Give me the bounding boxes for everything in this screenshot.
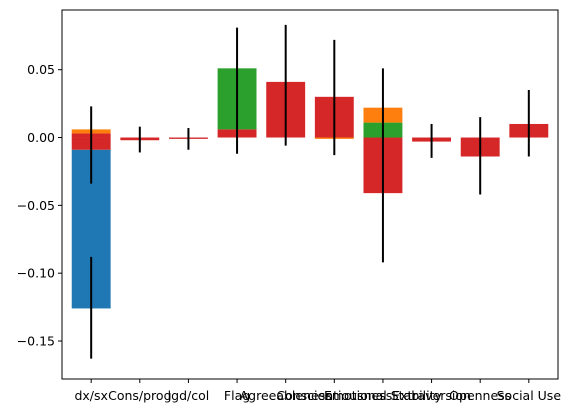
y-tick-label: −0.05: [17, 198, 55, 213]
x-tick-label: Flag: [224, 388, 250, 403]
x-tick-label: Agreeableness: [240, 388, 332, 403]
y-tick-label: −0.15: [17, 334, 55, 349]
x-tick-label: dx/sx: [74, 388, 107, 403]
x-tick-label: lgd/col: [168, 388, 210, 403]
x-tick-label: Openness: [449, 388, 511, 403]
x-tick-label: Extraversion: [392, 388, 471, 403]
y-axis: −0.15 −0.10 −0.05 0.00 0.05: [17, 62, 62, 349]
x-tick-label: Social Use: [497, 388, 562, 403]
x-tick-label: Conscientiousness: [276, 388, 392, 403]
plot-frame: [61, 9, 559, 380]
y-tick-label: 0.00: [27, 130, 55, 145]
error-bars-group: [90, 24, 530, 359]
y-tick-label: 0.05: [27, 62, 55, 77]
y-tick-label: −0.10: [17, 266, 55, 281]
bars-group: [71, 68, 549, 309]
x-tick-label: Emotional Stability: [324, 388, 443, 403]
x-tick-label: Cons/prog: [108, 388, 171, 403]
